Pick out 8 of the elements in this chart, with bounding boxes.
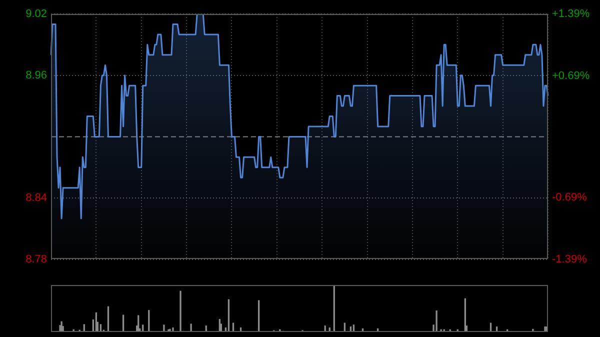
y-tick-label: 9.02: [26, 8, 47, 20]
y2-tick-label: +1.39%: [552, 8, 590, 20]
y2-tick-label: -0.69%: [552, 192, 588, 204]
y-tick-label: 8.78: [26, 253, 47, 266]
y2-tick-label: -1.39%: [552, 253, 588, 266]
y-tick-label: 8.84: [26, 192, 47, 204]
y-tick-label: 8.96: [26, 69, 47, 82]
y2-tick-label: +0.69%: [552, 70, 590, 82]
